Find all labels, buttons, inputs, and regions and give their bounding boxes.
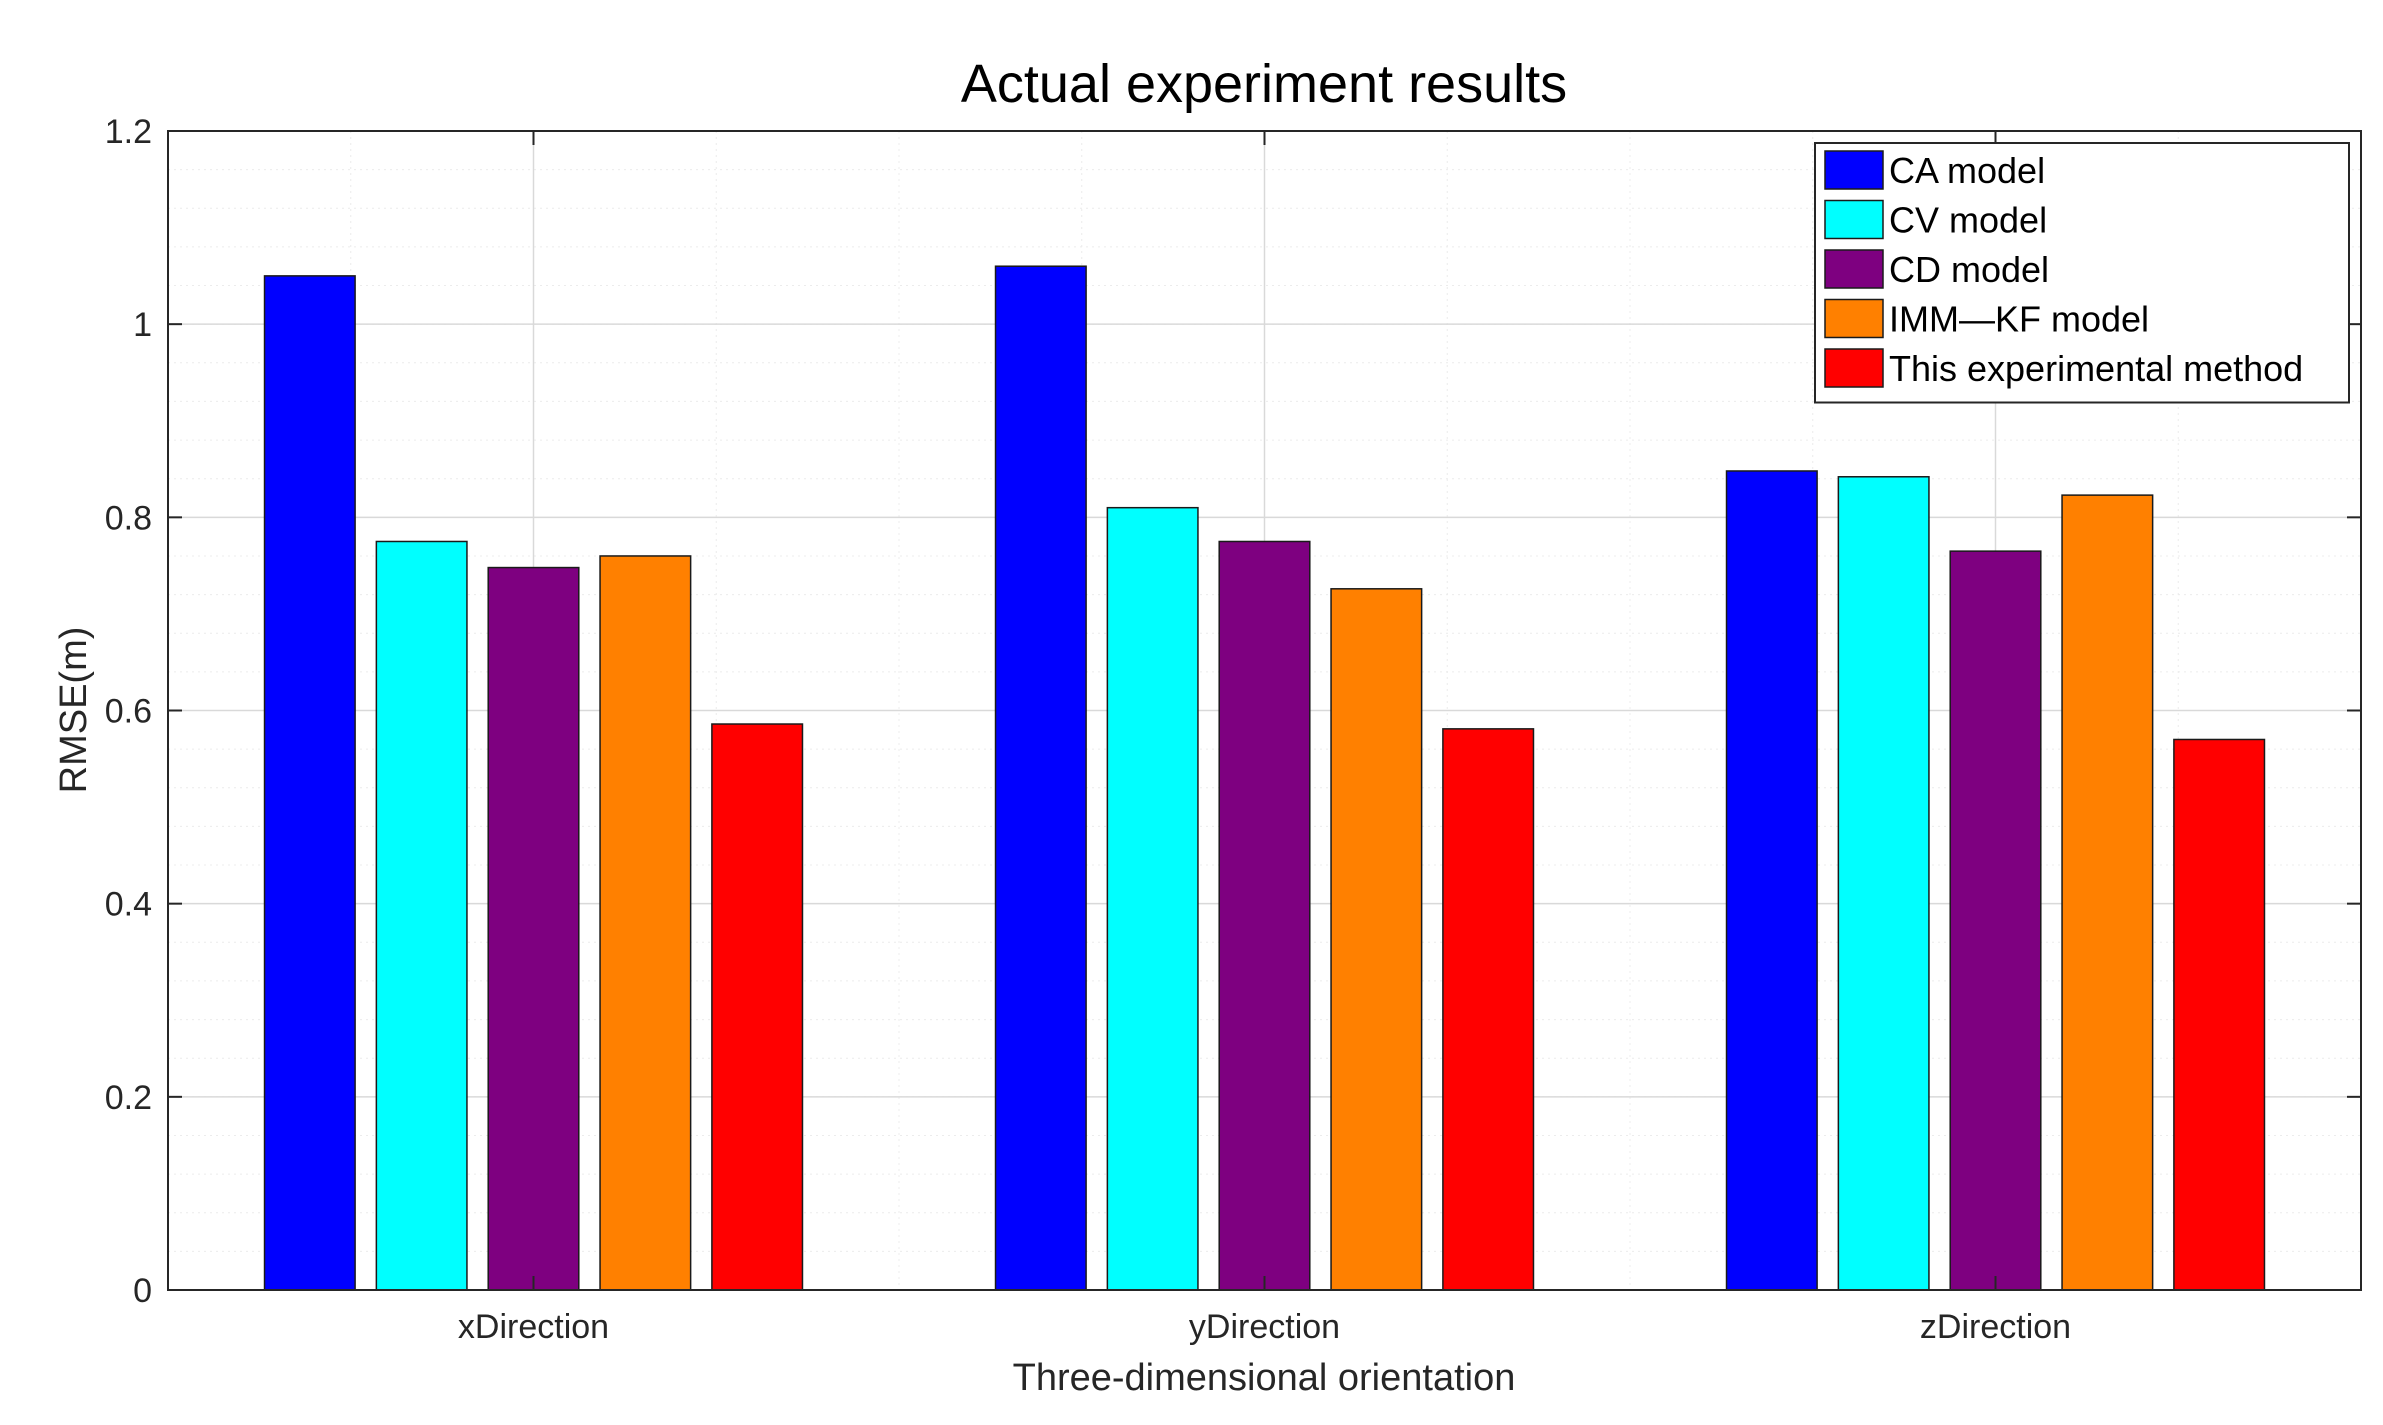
legend: CA model CV model CD model IMM—KF model This… [1814, 142, 2350, 404]
y-tick-label: 1 [133, 306, 152, 344]
y-tick-label: 0.6 [105, 693, 152, 731]
bar [1949, 550, 2042, 1291]
bar [263, 275, 356, 1291]
legend-swatch [1824, 249, 1884, 289]
y-axis-title: RMSE(m) [53, 627, 95, 794]
bar [375, 540, 468, 1291]
legend-box [1814, 142, 2350, 404]
x-tick-label: yDirection [1189, 1308, 1340, 1346]
bar [711, 723, 804, 1291]
bar [2061, 494, 2154, 1291]
legend-label: This experimental method [1889, 348, 2303, 389]
y-tick-label: 0 [133, 1272, 152, 1310]
legend-label: CA model [1889, 150, 2045, 191]
bar [487, 566, 580, 1291]
bar [1837, 476, 1930, 1291]
chart-title: Actual experiment results [961, 54, 1567, 114]
legend-swatch [1824, 150, 1884, 190]
legend-swatch [1824, 199, 1884, 240]
x-tick-labels: xDirection yDirection zDirection [458, 1308, 2071, 1346]
legend-label: IMM—KF model [1889, 299, 2149, 340]
y-tick-labels: 0 0.2 0.4 0.6 0.8 1 1.2 [105, 113, 152, 1310]
bar [994, 265, 1087, 1291]
legend-label: CV model [1889, 200, 2047, 241]
x-axis-title: Three-dimensional orientation [1013, 1357, 1516, 1399]
bar [1725, 470, 1818, 1291]
bar [1442, 728, 1535, 1291]
bar [599, 555, 692, 1291]
bar [1330, 588, 1423, 1291]
axis-ticks [168, 130, 2361, 1291]
bar [2173, 738, 2266, 1291]
bar [1218, 540, 1311, 1291]
x-tick-label: zDirection [1920, 1308, 2071, 1346]
legend-swatch [1824, 298, 1884, 339]
y-tick-label: 0.2 [105, 1079, 152, 1117]
y-tick-label: 0.8 [105, 499, 152, 537]
bars [263, 265, 2266, 1291]
x-tick-label: xDirection [458, 1308, 609, 1346]
bar [1106, 506, 1199, 1291]
legend-swatch [1824, 348, 1884, 388]
legend-label: CD model [1889, 249, 2049, 290]
y-tick-label: 1.2 [105, 113, 152, 151]
y-tick-label: 0.4 [105, 886, 152, 924]
